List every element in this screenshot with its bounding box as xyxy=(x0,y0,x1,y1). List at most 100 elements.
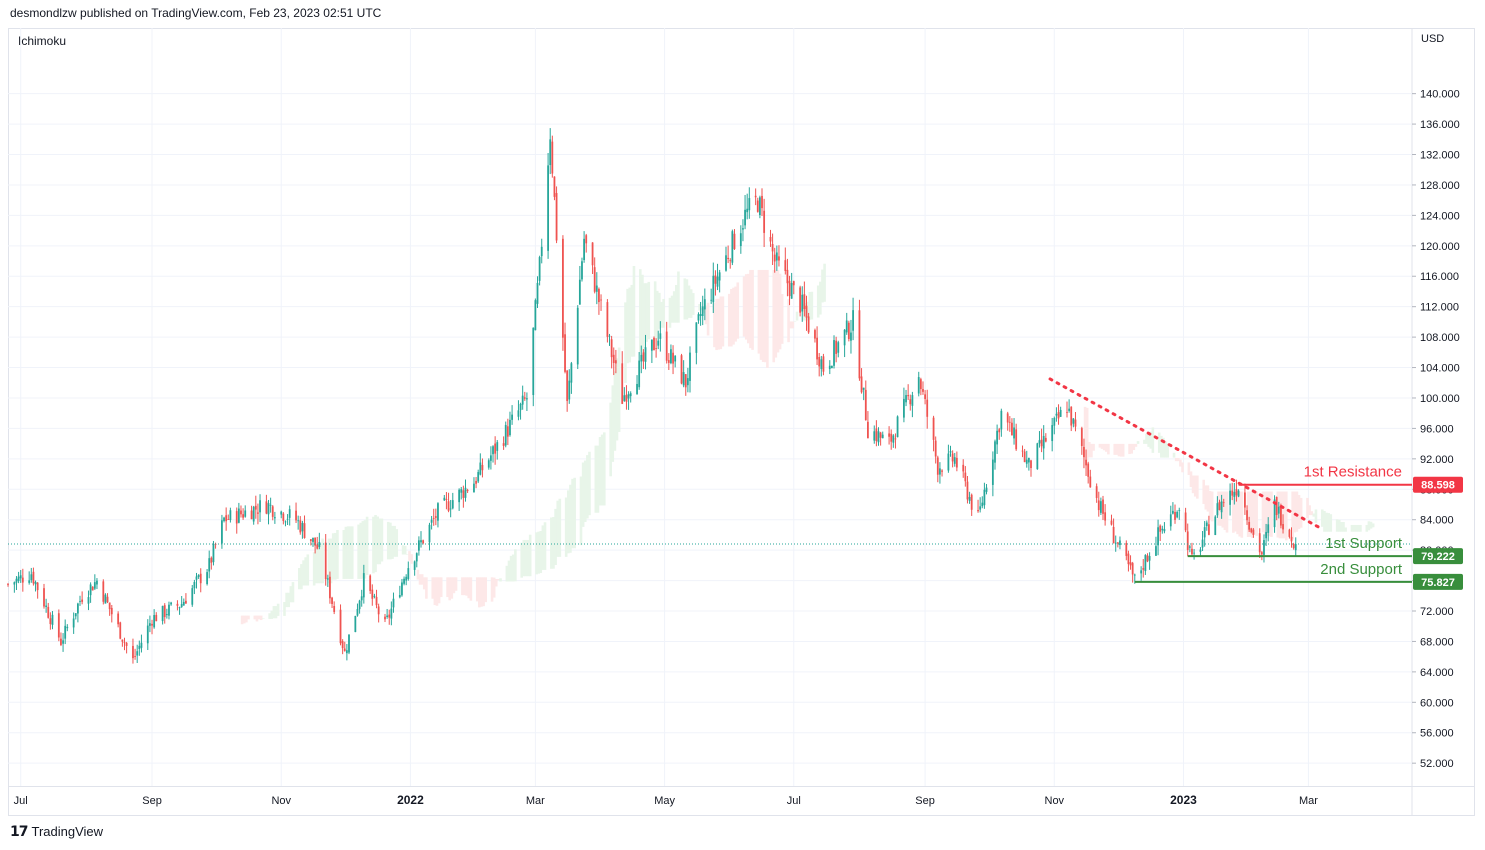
candle-body xyxy=(32,571,35,584)
cloud-segment xyxy=(1210,491,1214,522)
candle-body xyxy=(331,597,333,604)
cloud-segment xyxy=(1276,491,1280,538)
cloud-segment xyxy=(1344,527,1347,532)
candle-body xyxy=(568,380,571,400)
candle-body xyxy=(506,426,509,437)
candle-body xyxy=(684,374,687,388)
candle-body xyxy=(210,557,213,563)
cloud-segment xyxy=(1107,443,1110,455)
cloud-segment xyxy=(715,298,718,351)
cloud-segment xyxy=(1246,491,1250,537)
candle-body xyxy=(843,329,846,346)
cloud-segment xyxy=(677,271,680,323)
cloud-segment xyxy=(274,606,278,619)
candle-body xyxy=(7,584,9,585)
support-level-label: 1st Support xyxy=(1325,535,1403,552)
cloud-segment xyxy=(401,545,405,555)
cloud-segment xyxy=(1232,491,1235,533)
y-tick-label: 112.000 xyxy=(1420,302,1459,314)
candle-body xyxy=(356,609,359,616)
candle-body xyxy=(1021,450,1024,452)
tradingview-logo-icon: 𝟭𝟳 xyxy=(10,823,29,839)
candle-body xyxy=(1157,527,1159,546)
candle-body xyxy=(771,243,774,252)
candle-body xyxy=(1116,542,1119,544)
candle-body xyxy=(610,339,613,358)
candle-body xyxy=(739,233,742,247)
candle-body xyxy=(905,395,907,403)
candle-body xyxy=(1044,437,1047,442)
cloud-segment xyxy=(643,283,646,348)
candle-body xyxy=(903,398,905,418)
cloud-segment xyxy=(372,516,375,574)
candle-body xyxy=(775,252,778,261)
cloud-segment xyxy=(757,269,761,354)
candle-body xyxy=(1133,574,1136,576)
cloud-segment xyxy=(541,525,545,570)
cloud-segment xyxy=(1293,491,1297,533)
candle-body xyxy=(447,501,450,511)
candle-body xyxy=(312,537,314,542)
candle-body xyxy=(121,639,124,642)
candle-body xyxy=(443,497,446,501)
candle-body xyxy=(1000,410,1003,430)
candle-body xyxy=(345,650,348,654)
candle-body xyxy=(686,378,689,386)
candle-body xyxy=(420,540,422,543)
cloud-segment xyxy=(1278,491,1282,539)
cloud-segment xyxy=(317,543,320,584)
x-tick-label: 2023 xyxy=(1170,793,1197,807)
cloud-segment xyxy=(1100,443,1104,449)
candle-body xyxy=(161,605,164,622)
candle-body xyxy=(521,395,524,405)
candle-body xyxy=(801,294,804,312)
cloud-segment xyxy=(1085,407,1089,461)
cloud-segment xyxy=(314,548,318,584)
cloud-segment xyxy=(1098,443,1102,448)
cloud-segment xyxy=(588,451,591,516)
candle-body xyxy=(1099,501,1102,513)
candle-body xyxy=(1025,459,1028,464)
candle-body xyxy=(585,235,588,244)
candle-body xyxy=(1260,552,1263,555)
candle-body xyxy=(650,339,653,351)
candle-body xyxy=(1036,443,1039,470)
cloud-segment xyxy=(469,577,473,601)
candle-body xyxy=(837,342,840,353)
cloud-segment xyxy=(1132,443,1136,451)
candle-body xyxy=(1038,440,1041,444)
candle-body xyxy=(672,352,674,364)
price-badge-value: 79.222 xyxy=(1421,551,1455,563)
candle-body xyxy=(1282,524,1284,530)
cloud-segment xyxy=(569,484,572,553)
candle-body xyxy=(953,457,956,464)
cloud-segment xyxy=(660,301,663,328)
cloud-segment xyxy=(259,615,263,621)
cloud-segment xyxy=(1255,491,1258,536)
cloud-segment xyxy=(247,615,250,620)
cloud-segment xyxy=(1297,494,1301,529)
cloud-segment xyxy=(736,282,740,339)
cloud-segment xyxy=(425,577,428,599)
cloud-segment xyxy=(1134,443,1138,447)
currency-label: USD xyxy=(1421,33,1445,45)
chart-overlays: 1st Resistance 1st Support 2nd Support xyxy=(8,377,1412,583)
candle-body xyxy=(977,510,979,512)
candle-body xyxy=(354,615,357,633)
cloud-segment xyxy=(567,490,570,554)
candle-body xyxy=(1201,539,1204,548)
candle-body xyxy=(1265,531,1267,539)
candle-body xyxy=(481,464,484,471)
cloud-segment xyxy=(363,520,367,579)
candle-body xyxy=(1174,511,1176,520)
cloud-segment xyxy=(1282,491,1286,539)
indicator-label[interactable]: Ichimoku xyxy=(18,34,67,48)
cloud-segment xyxy=(1270,491,1273,537)
candle-body xyxy=(1172,510,1174,514)
candle-body xyxy=(369,575,372,591)
cloud-segment xyxy=(1115,443,1119,455)
candle-body xyxy=(549,139,552,166)
candle-body xyxy=(504,424,507,446)
candle-body xyxy=(199,573,202,584)
